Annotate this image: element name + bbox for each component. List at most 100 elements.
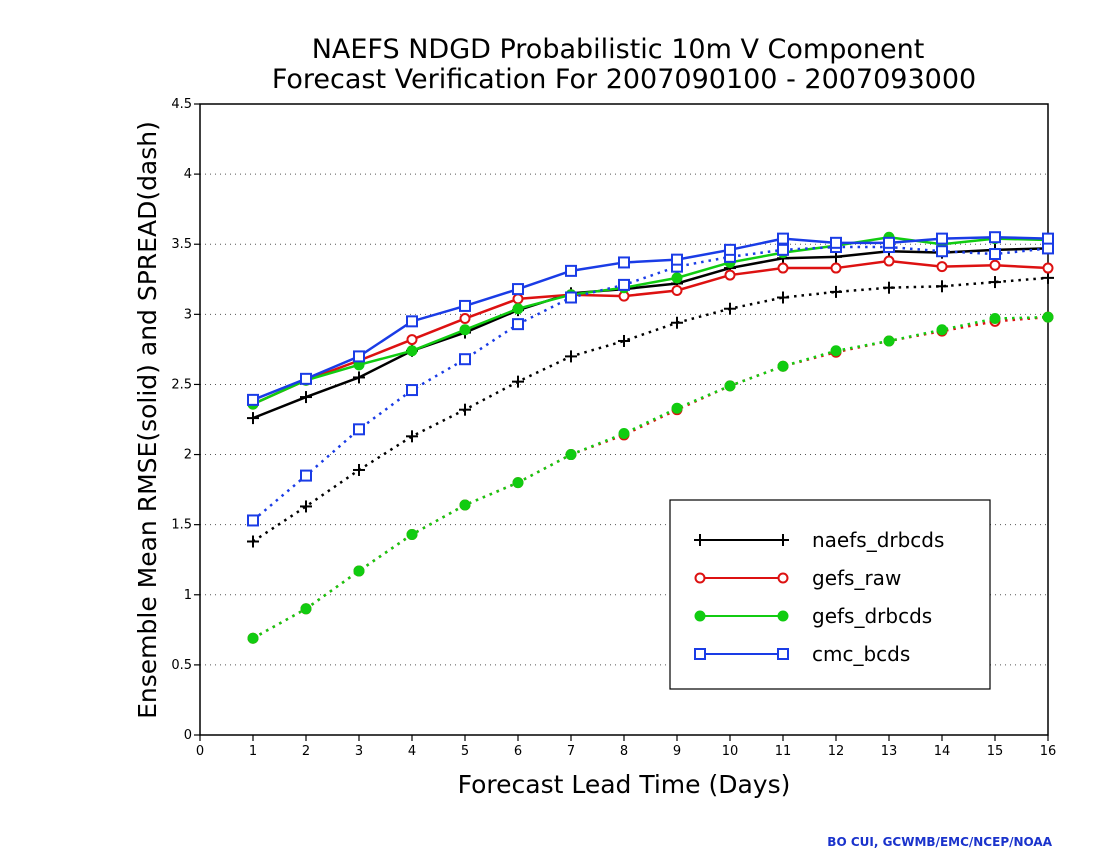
legend-label: gefs_raw xyxy=(812,566,901,590)
cmc_bcds-rmse-point xyxy=(883,236,895,249)
cmc_bcds-rmse-point xyxy=(724,243,736,256)
legend-marker-right xyxy=(777,610,789,622)
gefs_drbcds-rmse-point xyxy=(671,272,683,284)
naefs_drbcds-spread-point xyxy=(618,334,630,347)
naefs_drbcds-spread-point xyxy=(300,500,312,513)
x-tick-label: 16 xyxy=(1040,744,1057,759)
author-credit: BO CUI, GCWMB/EMC/NCEP/NOAA xyxy=(827,835,1052,849)
x-tick-label: 2 xyxy=(302,744,310,759)
y-tick-label: 4 xyxy=(184,167,192,182)
cmc_bcds-spread-point xyxy=(353,423,365,436)
y-tick-label: 4.5 xyxy=(171,97,192,112)
x-tick-label: 7 xyxy=(567,744,575,759)
naefs_drbcds-spread-point xyxy=(777,291,789,304)
x-tick-label: 12 xyxy=(828,744,845,759)
naefs_drbcds-spread-point xyxy=(565,350,577,363)
gefs_raw-rmse-point xyxy=(459,313,471,325)
cmc_bcds-rmse-point xyxy=(671,253,683,266)
legend-item-gefs_raw: gefs_raw xyxy=(694,566,901,590)
gefs_drbcds-spread-point xyxy=(565,449,577,461)
gefs_drbcds-rmse-point xyxy=(406,345,418,357)
gefs_raw-rmse-point xyxy=(671,284,683,296)
y-tick-label: 3.5 xyxy=(171,237,192,252)
naefs_drbcds-spread-point xyxy=(830,285,842,298)
legend-label: gefs_drbcds xyxy=(812,604,932,628)
cmc_bcds-rmse-point xyxy=(459,299,471,312)
gefs_drbcds-spread-point xyxy=(883,335,895,347)
gefs_drbcds-rmse-point xyxy=(459,324,471,336)
naefs_drbcds-spread-point xyxy=(936,280,948,293)
legend-marker-left xyxy=(694,648,706,660)
x-tick-label: 15 xyxy=(987,744,1004,759)
x-tick-label: 6 xyxy=(514,744,522,759)
gefs_drbcds-spread-point xyxy=(989,313,1001,325)
gefs_raw-rmse-point xyxy=(724,269,736,281)
y-tick-label: 1 xyxy=(184,588,192,603)
cmc_bcds-spread-line xyxy=(252,245,1049,522)
x-tick-label: 10 xyxy=(722,744,739,759)
cmc_bcds-spread-point xyxy=(512,318,524,331)
cmc_bcds-rmse-point xyxy=(1042,232,1054,245)
cmc_bcds-spread-point xyxy=(618,278,630,291)
gefs_raw-rmse-point xyxy=(883,255,895,267)
cmc_bcds-rmse-point xyxy=(777,232,789,245)
naefs_drbcds-rmse-point xyxy=(247,412,259,425)
series-cmc_bcds xyxy=(247,231,1054,527)
gefs_drbcds-spread-line xyxy=(252,315,1049,640)
gefs_raw-rmse-point xyxy=(936,261,948,273)
axes: 00.511.522.533.544.50 1 2 3 4 5 6 7 8 9 10 11 12 13 14… xyxy=(171,97,1056,759)
naefs_drbcds-spread-point xyxy=(671,316,683,329)
legend-marker-left xyxy=(694,610,706,622)
x-tick-label: 0 xyxy=(196,744,204,759)
gefs_drbcds-spread-point xyxy=(618,428,630,440)
cmc_bcds-rmse-point xyxy=(618,256,630,269)
gefs_drbcds-spread-point xyxy=(936,324,948,336)
cmc_bcds-rmse-point xyxy=(353,350,365,363)
gefs_raw-rmse-point xyxy=(989,259,1001,271)
cmc_bcds-spread-point xyxy=(459,353,471,366)
cmc_bcds-spread-point xyxy=(777,243,789,256)
x-tick-label: 13 xyxy=(881,744,898,759)
cmc_bcds-spread-point xyxy=(300,469,312,482)
x-tick-label: 9 xyxy=(673,744,681,759)
naefs_drbcds-rmse-line xyxy=(252,247,1049,420)
cmc_bcds-rmse-point xyxy=(512,283,524,296)
legend-marker-right xyxy=(777,534,789,546)
naefs_drbcds-spread-point xyxy=(883,281,895,294)
naefs_drbcds-spread-point xyxy=(989,276,1001,289)
naefs_drbcds-rmse-point xyxy=(300,391,312,404)
gefs_drbcds-spread-point xyxy=(1042,311,1054,323)
x-tick-label: 1 xyxy=(249,744,257,759)
y-tick-label: 3 xyxy=(184,307,192,322)
legend-item-naefs_drbcds: naefs_drbcds xyxy=(694,528,944,552)
cmc_bcds-rmse-line xyxy=(252,235,1049,402)
cmc_bcds-rmse-point xyxy=(300,372,312,385)
x-tick-label: 4 xyxy=(408,744,416,759)
y-tick-label: 2.5 xyxy=(171,377,192,392)
legend: naefs_drbcds gefs_raw gefs_drbcds cmc_bcds xyxy=(669,499,991,690)
cmc_bcds-spread-point xyxy=(1042,242,1054,255)
x-tick-label: 11 xyxy=(775,744,792,759)
legend-marker-left xyxy=(694,572,706,584)
gefs_raw-rmse-point xyxy=(406,334,418,346)
series-lines xyxy=(247,231,1054,644)
legend-marker-right xyxy=(777,572,789,584)
legend-marker-left xyxy=(694,534,706,546)
x-axis-label: Forecast Lead Time (Days) xyxy=(458,770,791,799)
gefs_drbcds-rmse-point xyxy=(512,303,524,315)
x-tick-label: 8 xyxy=(620,744,628,759)
cmc_bcds-rmse-point xyxy=(247,393,259,406)
naefs_drbcds-spread-point xyxy=(247,535,259,548)
cmc_bcds-rmse-point xyxy=(406,315,418,328)
chart-title-line-1: NAEFS NDGD Probabilistic 10m V Component xyxy=(312,34,925,65)
naefs_drbcds-spread-point xyxy=(512,375,524,388)
gefs_raw-rmse-point xyxy=(777,262,789,274)
naefs_drbcds-spread-point xyxy=(724,302,736,315)
gefs_drbcds-spread-point xyxy=(671,402,683,414)
gefs_raw-rmse-point xyxy=(830,262,842,274)
cmc_bcds-spread-point xyxy=(565,291,577,304)
cmc_bcds-spread-point xyxy=(247,514,259,527)
legend-label: naefs_drbcds xyxy=(812,528,944,552)
gefs_raw-rmse-point xyxy=(512,293,524,305)
